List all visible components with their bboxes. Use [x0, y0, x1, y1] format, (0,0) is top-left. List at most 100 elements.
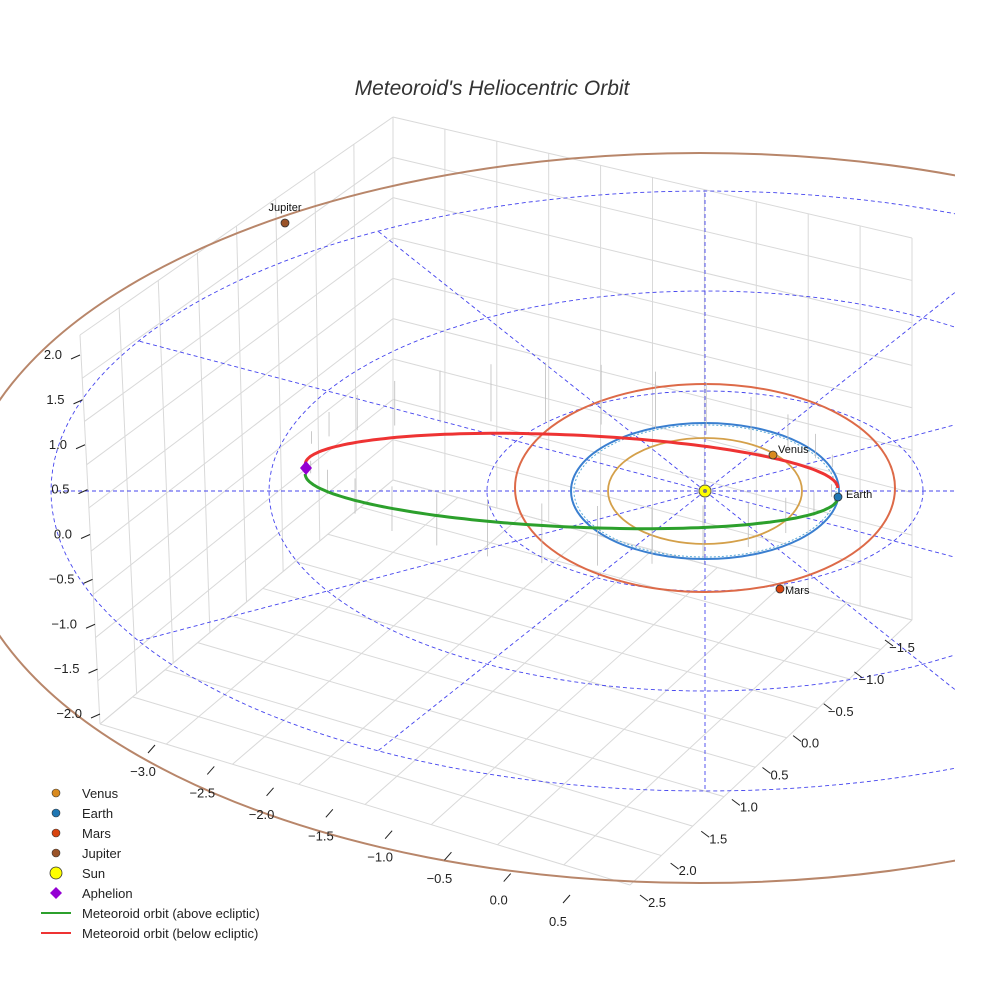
grid-line [430, 567, 718, 825]
grid-line [392, 318, 913, 451]
grid-line [295, 560, 819, 709]
legend-label: Aphelion [82, 886, 133, 901]
legend-label: Meteoroid orbit (below ecliptic) [82, 926, 258, 941]
x-tick [206, 766, 215, 775]
grid-line [79, 334, 101, 725]
grid-line [364, 549, 653, 805]
legend-marker-sun [49, 866, 63, 880]
x-tick [325, 808, 334, 818]
y-tick [854, 671, 863, 679]
z-tick [75, 444, 86, 450]
x-tick [503, 873, 512, 882]
planet-label-jupiter: Jupiter [268, 202, 301, 214]
z-tick-label: 0.5 [51, 482, 69, 497]
grid-line [392, 398, 913, 536]
plot-area [0, 152, 955, 884]
planet-mars [775, 584, 785, 594]
y-tick [639, 894, 649, 902]
z-tick-label: −1.5 [54, 661, 80, 676]
grid-line [118, 307, 138, 694]
grid-line [97, 439, 394, 682]
meteoroid-orbit-below [303, 431, 840, 488]
grid-line [79, 116, 394, 336]
chart-title: Meteoroid's Heliocentric Orbit [355, 77, 631, 100]
aphelion-marker [300, 461, 312, 475]
planet-label-venus: Venus [778, 444, 809, 456]
legend-label: Meteoroid orbit (above ecliptic) [82, 906, 260, 921]
grid-line [90, 318, 394, 552]
z-tick-label: −0.5 [49, 571, 75, 586]
ecliptic-spoke [704, 490, 955, 558]
grid-line [298, 532, 588, 785]
z-tick [88, 668, 98, 674]
y-tick [670, 862, 679, 870]
labels: −2.0 −1.5 −1.0 −0.5 0.0 0.5 1.0 1.5 2.0 −3.0 −2.5 −… [44, 202, 915, 929]
grid-line [275, 198, 284, 572]
legend-label: Jupiter [82, 846, 122, 861]
ecliptic-spoke [138, 340, 706, 492]
grid-line [360, 506, 881, 650]
orbit-venus [607, 437, 803, 545]
z-tick-label: −2.0 [56, 706, 82, 721]
orbit-earth-inner [573, 424, 837, 558]
y-tick-label: −1.0 [859, 672, 885, 687]
legend-marker-earth [51, 808, 61, 818]
grid-line [563, 602, 848, 866]
grid-line [164, 669, 693, 827]
x-tick-label: −3.0 [130, 764, 156, 779]
orbit-earth [570, 422, 840, 560]
ecliptic-circle [486, 390, 924, 592]
z-tick [70, 354, 81, 360]
z-tick-label: 0.0 [54, 527, 72, 542]
y-tick-label: 0.0 [801, 736, 819, 751]
x-tick-label: 0.0 [490, 893, 508, 908]
y-tick-label: 1.5 [709, 831, 727, 846]
grid-line [392, 156, 913, 281]
y-tick-label: 2.5 [648, 895, 666, 910]
z-tick-label: 1.5 [46, 392, 64, 407]
z-tick [80, 534, 91, 539]
y-tick [884, 639, 894, 647]
grid-line [392, 237, 913, 366]
z-tick [83, 578, 93, 584]
grid-line [262, 587, 787, 739]
meteoroid-orbit-above [303, 474, 840, 531]
legend-marker-aphelion [50, 887, 62, 899]
y-tick [792, 735, 802, 743]
grid-line [353, 144, 357, 511]
legend-marker-mars [51, 828, 61, 838]
grid-line [132, 696, 662, 857]
grid-line [314, 171, 321, 542]
z-tick [73, 399, 83, 405]
legend-marker-jupiter [51, 848, 61, 858]
x-tick-label: −1.5 [308, 828, 334, 843]
x-tick [384, 830, 393, 840]
grid-line [93, 358, 394, 595]
grid-line [157, 280, 174, 664]
planet-jupiter [280, 218, 290, 228]
ecliptic-circle [268, 290, 955, 692]
planet-venus [768, 450, 778, 460]
grid-line [392, 197, 913, 324]
grid-line [88, 277, 394, 509]
legend-label: Venus [82, 786, 119, 801]
legend-marker-venus [51, 788, 61, 798]
grid-line [196, 253, 211, 633]
ecliptic-spoke [377, 230, 706, 492]
grid-line [392, 439, 913, 579]
x-tick-label: 0.5 [549, 914, 567, 929]
grid-line [230, 615, 756, 768]
x-tick-label: −1.0 [367, 850, 393, 865]
grid-line [99, 723, 631, 886]
y-tick [731, 798, 741, 806]
grid-line [86, 237, 394, 466]
y-tick-label: −1.5 [889, 640, 915, 655]
grid-line [232, 514, 524, 765]
grid-line [95, 398, 394, 638]
y-tick-label: 2.0 [679, 863, 697, 878]
z-tick [78, 489, 88, 495]
grid-line [392, 277, 913, 409]
y-tick [700, 830, 710, 838]
x-tick-label: −2.5 [189, 785, 215, 800]
